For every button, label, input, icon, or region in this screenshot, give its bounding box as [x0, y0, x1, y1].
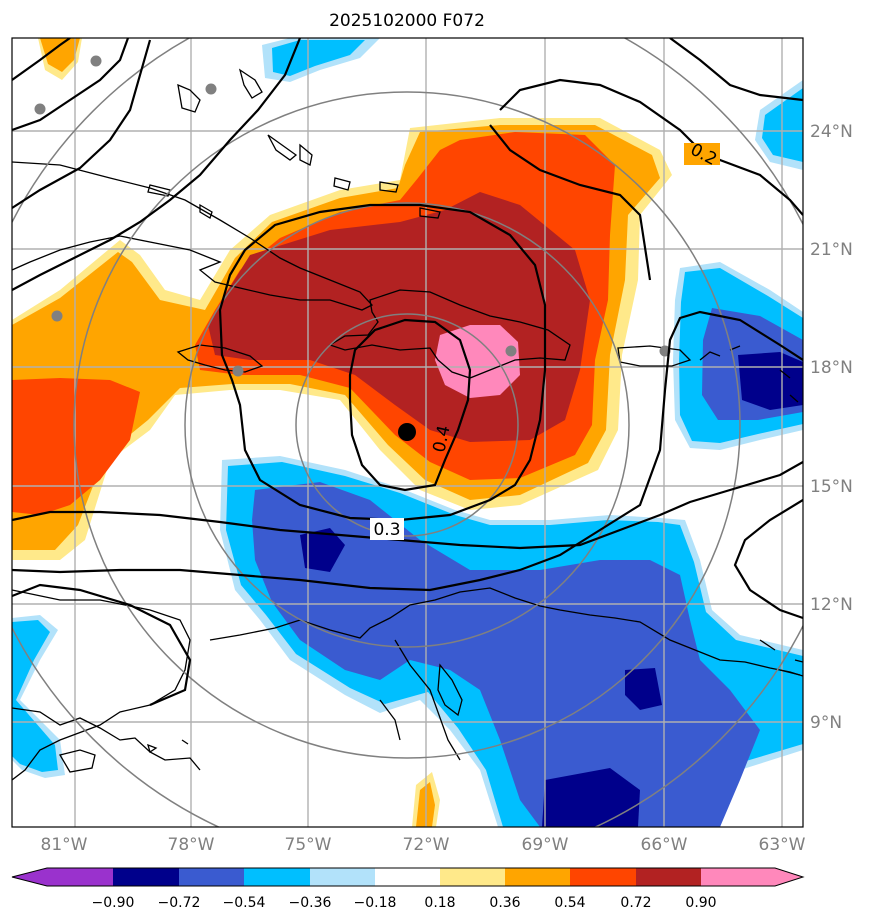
colorbar-cell [701, 868, 775, 886]
station-markers [34, 55, 671, 377]
shade-orange-red-west [12, 378, 140, 515]
station-marker [205, 83, 217, 95]
lat-tick-label: 9°N [810, 713, 842, 733]
lon-tick-label: 66°W [641, 835, 688, 855]
negative-anomaly-shading [12, 38, 803, 827]
central-america-coast [12, 589, 191, 781]
shade-pink [435, 325, 520, 398]
map-title: 2025102000 F072 [329, 11, 485, 31]
contour-line [489, 124, 652, 281]
station-marker [34, 103, 46, 115]
contour-line [499, 78, 803, 216]
colorbar-cell [570, 868, 636, 886]
colorbar-cell [244, 868, 310, 886]
positive-anomaly-shading [12, 118, 672, 560]
lat-tick-label: 15°N [810, 477, 853, 497]
contour-line [12, 38, 130, 132]
lon-tick-label: 75°W [285, 835, 332, 855]
range-rings [12, 38, 803, 827]
lat-tick-label: 21°N [810, 240, 853, 260]
colorbar: −0.90 −0.72 −0.54 −0.36 −0.18 0.18 0.36 … [11, 867, 805, 911]
puerto-rico-coast [617, 345, 692, 367]
contour-label: 0.3 [373, 520, 400, 540]
range-ring [184, 202, 630, 648]
south-america-coast [12, 587, 803, 771]
lon-tick-label: 63°W [759, 835, 806, 855]
station-marker [90, 55, 102, 67]
colorbar-outline [11, 867, 805, 887]
colorbar-tick-label: 0.72 [620, 895, 651, 911]
colorbar-tick-label: −0.36 [289, 895, 332, 911]
latitude-ticks: 24°N 21°N 18°N 15°N 12°N 9°N [810, 122, 853, 733]
cuba-coast [12, 161, 374, 311]
lon-tick-label: 69°W [522, 835, 569, 855]
shade-deep-blue-1 [300, 528, 345, 572]
colorbar-cell [47, 868, 113, 886]
colorbar-tick-label: −0.72 [158, 895, 201, 911]
storm-center-marker [398, 423, 416, 441]
contour-line [348, 318, 472, 492]
coastlines [12, 68, 803, 781]
contour-line [12, 38, 71, 81]
colorbar-extend-min [12, 868, 47, 886]
graticule [12, 38, 803, 827]
colorbar-cell [636, 868, 701, 886]
colorbar-extend-max [775, 868, 803, 886]
contour-line [12, 310, 803, 592]
venezuela-interior [379, 639, 463, 761]
shade-deep-blue-3 [542, 768, 640, 827]
longitude-ticks: 81°W 78°W 75°W 72°W 69°W 66°W 63°W [41, 835, 806, 855]
contour-line [12, 461, 803, 550]
range-ring [73, 91, 741, 759]
lon-tick-label: 81°W [41, 835, 88, 855]
lat-tick-label: 18°N [810, 358, 853, 378]
colorbar-cell [113, 868, 179, 886]
shade-orange-nw [40, 38, 80, 72]
contour-line [12, 39, 152, 209]
lat-tick-label: 12°N [810, 595, 853, 615]
contour-line [12, 38, 302, 291]
colorbar-tick-label: 0.54 [554, 895, 585, 911]
colorbar-cell [505, 868, 570, 886]
map-area: 0.2 0.3 0.4 [12, 38, 803, 827]
station-marker [51, 310, 63, 322]
colorbar-cell [375, 868, 440, 886]
bahamas-islands [147, 68, 441, 219]
contour-labels: 0.2 0.3 0.4 [370, 140, 720, 540]
lat-tick-label: 24°N [810, 122, 853, 142]
range-ring [295, 313, 519, 537]
shade-mid-blue-south [252, 482, 760, 827]
shade-deep-blue-2 [625, 668, 662, 710]
colorbar-ticks: −0.90 −0.72 −0.54 −0.36 −0.18 0.18 0.36 … [92, 895, 717, 911]
colorbar-cell [310, 868, 375, 886]
contour-line [733, 499, 803, 620]
colorbar-tick-label: 0.90 [685, 895, 716, 911]
lesser-antilles [699, 345, 803, 676]
jamaica-coast [176, 344, 264, 373]
shade-light-blue-sw [12, 620, 58, 772]
colorbar-tick-label: −0.54 [223, 895, 266, 911]
lon-tick-label: 72°W [403, 835, 450, 855]
sw-islands [58, 739, 189, 773]
colorbar-tick-label: 0.18 [424, 895, 455, 911]
colorbar-cells [12, 868, 803, 886]
contour-line [669, 38, 803, 102]
colorbar-cell [179, 868, 244, 886]
map-frame [11, 37, 804, 828]
colorbar-tick-label: 0.36 [489, 895, 520, 911]
station-marker [232, 365, 244, 377]
station-marker [505, 345, 517, 357]
colorbar-tick-label: −0.18 [354, 895, 397, 911]
contour-line [12, 583, 192, 707]
contours [12, 38, 803, 707]
contour-line [218, 203, 547, 522]
shade-deep-blue-east [738, 352, 803, 410]
lon-tick-label: 78°W [168, 835, 215, 855]
colorbar-tick-label: −0.90 [92, 895, 135, 911]
colorbar-cell [440, 868, 505, 886]
